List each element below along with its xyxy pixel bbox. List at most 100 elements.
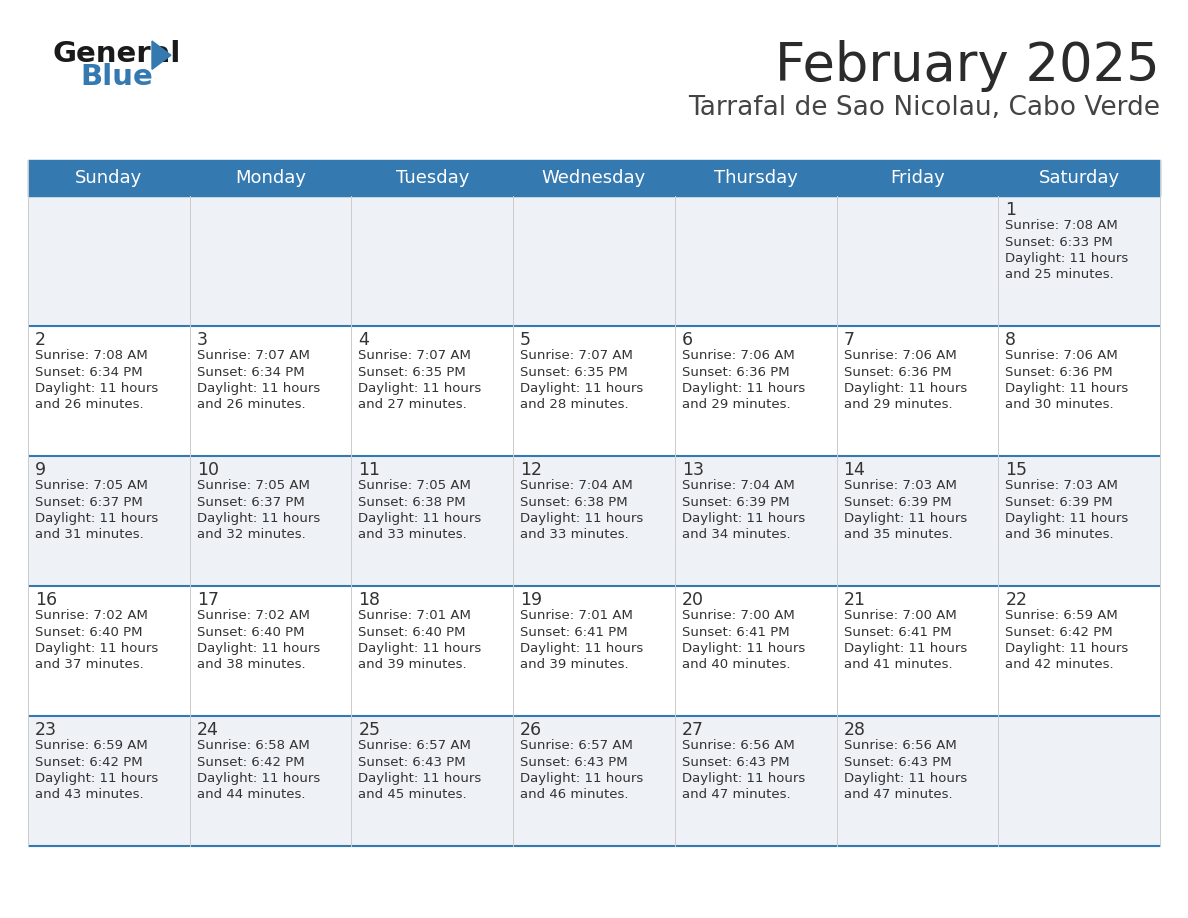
Text: Sunset: 6:38 PM: Sunset: 6:38 PM: [520, 496, 627, 509]
Text: Sunrise: 7:05 AM: Sunrise: 7:05 AM: [34, 479, 147, 492]
Text: Daylight: 11 hours: Daylight: 11 hours: [843, 512, 967, 525]
Text: Saturday: Saturday: [1038, 169, 1120, 187]
Text: and 26 minutes.: and 26 minutes.: [34, 398, 144, 411]
Text: Daylight: 11 hours: Daylight: 11 hours: [520, 382, 644, 395]
Text: 22: 22: [1005, 591, 1028, 609]
Text: and 43 minutes.: and 43 minutes.: [34, 789, 144, 801]
Text: Sunset: 6:40 PM: Sunset: 6:40 PM: [197, 625, 304, 639]
Text: Sunrise: 7:02 AM: Sunrise: 7:02 AM: [34, 609, 147, 622]
Text: Sunrise: 6:57 AM: Sunrise: 6:57 AM: [359, 739, 472, 752]
Text: Sunset: 6:35 PM: Sunset: 6:35 PM: [359, 365, 466, 378]
Text: 21: 21: [843, 591, 866, 609]
Text: and 31 minutes.: and 31 minutes.: [34, 529, 144, 542]
Text: Daylight: 11 hours: Daylight: 11 hours: [197, 512, 320, 525]
Text: Daylight: 11 hours: Daylight: 11 hours: [359, 642, 481, 655]
Text: Wednesday: Wednesday: [542, 169, 646, 187]
Text: and 37 minutes.: and 37 minutes.: [34, 658, 144, 671]
Text: Daylight: 11 hours: Daylight: 11 hours: [34, 512, 158, 525]
Text: Sunrise: 7:01 AM: Sunrise: 7:01 AM: [359, 609, 472, 622]
Text: 23: 23: [34, 721, 57, 739]
Text: Sunset: 6:36 PM: Sunset: 6:36 PM: [843, 365, 952, 378]
Text: Sunset: 6:41 PM: Sunset: 6:41 PM: [682, 625, 790, 639]
Text: and 34 minutes.: and 34 minutes.: [682, 529, 790, 542]
Text: Sunrise: 7:00 AM: Sunrise: 7:00 AM: [843, 609, 956, 622]
Text: Daylight: 11 hours: Daylight: 11 hours: [843, 642, 967, 655]
Text: 8: 8: [1005, 331, 1016, 349]
Text: Sunrise: 6:56 AM: Sunrise: 6:56 AM: [682, 739, 795, 752]
Text: Sunset: 6:43 PM: Sunset: 6:43 PM: [843, 756, 952, 768]
Text: Sunset: 6:40 PM: Sunset: 6:40 PM: [359, 625, 466, 639]
Text: Daylight: 11 hours: Daylight: 11 hours: [197, 642, 320, 655]
Text: Daylight: 11 hours: Daylight: 11 hours: [34, 642, 158, 655]
Text: and 33 minutes.: and 33 minutes.: [359, 529, 467, 542]
Text: Sunset: 6:42 PM: Sunset: 6:42 PM: [34, 756, 143, 768]
Text: and 46 minutes.: and 46 minutes.: [520, 789, 628, 801]
Text: Sunset: 6:36 PM: Sunset: 6:36 PM: [682, 365, 790, 378]
Text: Sunset: 6:36 PM: Sunset: 6:36 PM: [1005, 365, 1113, 378]
Text: and 32 minutes.: and 32 minutes.: [197, 529, 305, 542]
Text: 4: 4: [359, 331, 369, 349]
Text: and 35 minutes.: and 35 minutes.: [843, 529, 953, 542]
Text: Daylight: 11 hours: Daylight: 11 hours: [682, 512, 805, 525]
Text: 28: 28: [843, 721, 866, 739]
Text: 5: 5: [520, 331, 531, 349]
Text: 10: 10: [197, 461, 219, 479]
Text: Sunrise: 7:07 AM: Sunrise: 7:07 AM: [359, 349, 472, 362]
Text: Daylight: 11 hours: Daylight: 11 hours: [520, 512, 644, 525]
Text: Tarrafal de Sao Nicolau, Cabo Verde: Tarrafal de Sao Nicolau, Cabo Verde: [688, 95, 1159, 121]
Text: Daylight: 11 hours: Daylight: 11 hours: [843, 772, 967, 785]
Text: Sunset: 6:33 PM: Sunset: 6:33 PM: [1005, 236, 1113, 249]
Text: Sunrise: 7:02 AM: Sunrise: 7:02 AM: [197, 609, 310, 622]
Text: Sunrise: 7:00 AM: Sunrise: 7:00 AM: [682, 609, 795, 622]
Text: and 29 minutes.: and 29 minutes.: [843, 398, 953, 411]
Text: 20: 20: [682, 591, 703, 609]
Text: 1: 1: [1005, 201, 1016, 219]
Text: Sunset: 6:41 PM: Sunset: 6:41 PM: [520, 625, 627, 639]
Text: Sunset: 6:43 PM: Sunset: 6:43 PM: [359, 756, 466, 768]
Text: and 39 minutes.: and 39 minutes.: [359, 658, 467, 671]
Text: Daylight: 11 hours: Daylight: 11 hours: [520, 642, 644, 655]
Text: 19: 19: [520, 591, 542, 609]
Text: Sunrise: 7:06 AM: Sunrise: 7:06 AM: [843, 349, 956, 362]
Text: Sunrise: 7:07 AM: Sunrise: 7:07 AM: [520, 349, 633, 362]
Text: Sunrise: 6:56 AM: Sunrise: 6:56 AM: [843, 739, 956, 752]
Bar: [29, 326, 1159, 456]
Text: Sunset: 6:39 PM: Sunset: 6:39 PM: [682, 496, 790, 509]
Text: Sunrise: 7:04 AM: Sunrise: 7:04 AM: [682, 479, 795, 492]
Text: 24: 24: [197, 721, 219, 739]
Text: Daylight: 11 hours: Daylight: 11 hours: [843, 382, 967, 395]
Text: 18: 18: [359, 591, 380, 609]
Text: Monday: Monday: [235, 169, 307, 187]
Text: Thursday: Thursday: [714, 169, 797, 187]
Text: and 38 minutes.: and 38 minutes.: [197, 658, 305, 671]
Text: Sunset: 6:34 PM: Sunset: 6:34 PM: [34, 365, 143, 378]
Text: and 47 minutes.: and 47 minutes.: [682, 789, 790, 801]
Text: and 36 minutes.: and 36 minutes.: [1005, 529, 1114, 542]
Text: 27: 27: [682, 721, 703, 739]
Text: and 28 minutes.: and 28 minutes.: [520, 398, 628, 411]
Text: Daylight: 11 hours: Daylight: 11 hours: [520, 772, 644, 785]
Text: and 44 minutes.: and 44 minutes.: [197, 789, 305, 801]
Text: Sunrise: 7:08 AM: Sunrise: 7:08 AM: [34, 349, 147, 362]
Text: February 2025: February 2025: [776, 40, 1159, 92]
Text: Sunrise: 6:58 AM: Sunrise: 6:58 AM: [197, 739, 309, 752]
Text: Sunrise: 7:06 AM: Sunrise: 7:06 AM: [682, 349, 795, 362]
Text: 6: 6: [682, 331, 693, 349]
Text: 25: 25: [359, 721, 380, 739]
Text: Sunrise: 6:59 AM: Sunrise: 6:59 AM: [34, 739, 147, 752]
Text: Sunrise: 7:07 AM: Sunrise: 7:07 AM: [197, 349, 310, 362]
Text: Sunset: 6:35 PM: Sunset: 6:35 PM: [520, 365, 628, 378]
Text: Daylight: 11 hours: Daylight: 11 hours: [1005, 252, 1129, 265]
Text: Daylight: 11 hours: Daylight: 11 hours: [359, 512, 481, 525]
Text: General: General: [52, 40, 181, 68]
Text: Tuesday: Tuesday: [396, 169, 469, 187]
Text: 17: 17: [197, 591, 219, 609]
Text: Sunset: 6:34 PM: Sunset: 6:34 PM: [197, 365, 304, 378]
Text: Sunrise: 7:05 AM: Sunrise: 7:05 AM: [197, 479, 310, 492]
Text: 7: 7: [843, 331, 854, 349]
Text: 3: 3: [197, 331, 208, 349]
Text: Sunday: Sunday: [75, 169, 143, 187]
Text: and 39 minutes.: and 39 minutes.: [520, 658, 628, 671]
Text: 11: 11: [359, 461, 380, 479]
Text: Daylight: 11 hours: Daylight: 11 hours: [1005, 382, 1129, 395]
